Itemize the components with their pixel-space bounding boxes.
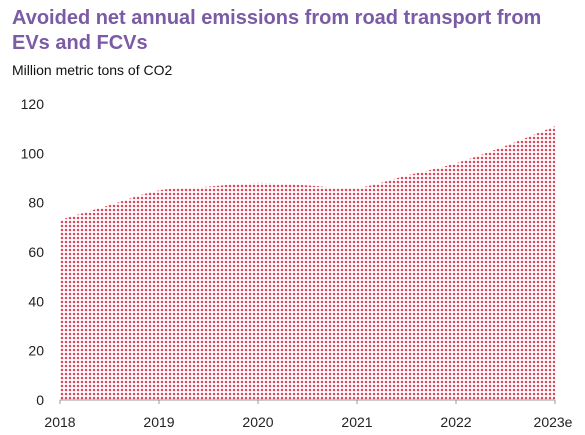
x-axis: 2018 2019 2020 2021 2022 2023e (44, 400, 573, 430)
x-tick-label: 2023e (534, 414, 573, 430)
series-area (60, 126, 555, 400)
x-tick-label: 2021 (341, 414, 372, 430)
x-tick-label: 2018 (44, 414, 75, 430)
y-axis-label: Million metric tons of CO2 (12, 62, 173, 78)
y-tick-label: 0 (36, 392, 44, 408)
y-axis: 0 20 40 60 80 100 120 (21, 96, 45, 408)
y-tick-label: 80 (28, 195, 44, 211)
y-tick-label: 60 (28, 244, 44, 260)
x-tick-label: 2020 (242, 414, 273, 430)
chart-title: Avoided net annual emissions from road t… (12, 7, 542, 54)
y-tick-label: 120 (21, 96, 45, 112)
y-tick-label: 20 (28, 343, 44, 359)
y-tick-label: 100 (21, 145, 45, 161)
x-tick-label: 2019 (143, 414, 174, 430)
y-tick-label: 40 (28, 293, 44, 309)
x-tick-label: 2022 (440, 414, 471, 430)
